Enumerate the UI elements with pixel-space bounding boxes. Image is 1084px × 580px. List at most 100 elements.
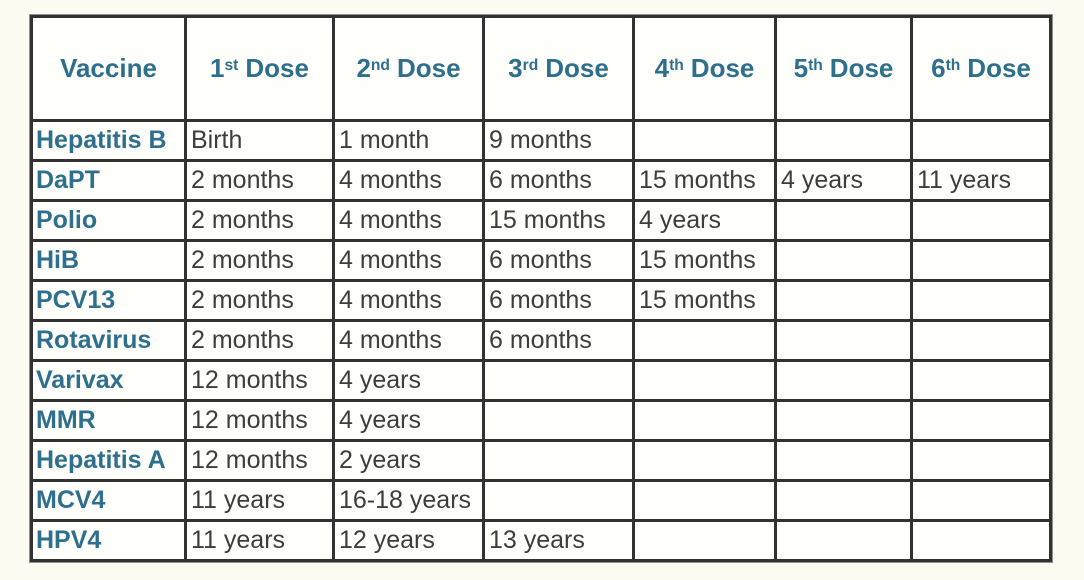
column-header-dose-2: 2nd Dose xyxy=(332,15,485,122)
column-header-label: Dose xyxy=(396,52,461,83)
dose-cell-6 xyxy=(910,239,1052,282)
dose-number: 5 xyxy=(793,52,809,83)
vaccine-name-cell: DaPT xyxy=(30,159,187,202)
vaccine-name-cell: Hepatitis A xyxy=(30,439,187,482)
dose-cell-1: 2 months xyxy=(184,199,335,242)
dose-cell-2: 2 years xyxy=(332,439,485,482)
dose-cell-2: 4 months xyxy=(332,239,485,282)
dose-cell-2: 4 months xyxy=(332,279,485,322)
table-row: Hepatitis B Birth 1 month 9 months xyxy=(30,119,1052,162)
dose-number: 2 xyxy=(356,52,371,83)
vaccine-name-cell: PCV13 xyxy=(30,279,187,322)
dose-cell-3: 15 months xyxy=(482,199,635,242)
dose-cell-4: 4 years xyxy=(632,199,777,242)
table-row: MCV4 11 years 16-18 years xyxy=(30,479,1052,522)
dose-cell-5 xyxy=(774,479,913,522)
vaccine-name-cell: HPV4 xyxy=(30,519,187,562)
column-header-dose-4: 4th Dose xyxy=(632,15,777,122)
dose-number: 6 xyxy=(931,52,946,83)
column-header-dose-6: 6th Dose xyxy=(910,15,1052,122)
dose-cell-6: 11 years xyxy=(910,159,1052,202)
dose-cell-6 xyxy=(910,199,1052,242)
dose-cell-3 xyxy=(482,359,635,402)
dose-cell-1: 11 years xyxy=(184,479,335,522)
column-header-dose-3: 3rd Dose xyxy=(482,15,635,122)
dose-cell-3 xyxy=(482,479,635,522)
dose-cell-4 xyxy=(632,359,777,402)
dose-cell-6 xyxy=(910,439,1052,482)
dose-cell-4 xyxy=(632,319,777,362)
ordinal-suffix: st xyxy=(224,56,239,74)
ordinal-suffix: nd xyxy=(370,56,390,74)
dose-cell-5 xyxy=(774,119,913,162)
dose-cell-2: 4 years xyxy=(332,399,485,442)
vaccine-name-cell: MMR xyxy=(30,399,187,442)
table-row: Varivax 12 months 4 years xyxy=(30,359,1052,402)
dose-cell-3: 13 years xyxy=(482,519,635,562)
dose-cell-3 xyxy=(482,439,635,482)
dose-cell-5: 4 years xyxy=(774,159,913,202)
dose-cell-2: 4 years xyxy=(332,359,485,402)
dose-cell-5 xyxy=(774,359,913,402)
dose-cell-4: 15 months xyxy=(632,279,777,322)
column-header-label: Vaccine xyxy=(60,52,157,83)
column-header-label: Dose xyxy=(690,52,755,83)
column-header-dose-1: 1st Dose xyxy=(184,15,335,122)
dose-cell-4 xyxy=(632,519,777,562)
dose-cell-1: 2 months xyxy=(184,279,335,322)
column-header-label: Dose xyxy=(829,52,894,83)
vaccine-name-cell: HiB xyxy=(30,239,187,282)
table-row: HiB 2 months 4 months 6 months 15 months xyxy=(30,239,1052,282)
table-row: Hepatitis A 12 months 2 years xyxy=(30,439,1052,482)
dose-number: 3 xyxy=(508,52,523,83)
dose-cell-1: 12 months xyxy=(184,359,335,402)
dose-cell-6 xyxy=(910,359,1052,402)
dose-cell-4: 15 months xyxy=(632,239,777,282)
dose-cell-4 xyxy=(632,479,777,522)
vaccine-name-cell: Polio xyxy=(30,199,187,242)
dose-cell-6 xyxy=(910,479,1052,522)
dose-cell-1: 2 months xyxy=(184,159,335,202)
dose-cell-2: 4 months xyxy=(332,159,485,202)
ordinal-suffix: th xyxy=(669,56,684,74)
vaccine-schedule-table: Vaccine 1st Dose 2nd Dose 3rd Dose 4th Dose … xyxy=(30,15,1052,562)
vaccine-name-cell: Varivax xyxy=(30,359,187,402)
dose-cell-1: 2 months xyxy=(184,319,335,362)
table-row: HPV4 11 years 12 years 13 years xyxy=(30,519,1052,562)
dose-cell-5 xyxy=(774,399,913,442)
column-header-label: Dose xyxy=(245,52,309,83)
dose-cell-6 xyxy=(910,399,1052,442)
table-row: Polio 2 months 4 months 15 months 4 years xyxy=(30,199,1052,242)
dose-cell-1: Birth xyxy=(184,119,335,162)
dose-cell-6 xyxy=(910,119,1052,162)
dose-cell-3: 9 months xyxy=(482,119,635,162)
dose-cell-6 xyxy=(910,279,1052,322)
table-row: Rotavirus 2 months 4 months 6 months xyxy=(30,319,1052,362)
vaccine-name-cell: MCV4 xyxy=(30,479,187,522)
vaccine-name-cell: Hepatitis B xyxy=(30,119,187,162)
ordinal-suffix: th xyxy=(945,56,961,74)
dose-cell-5 xyxy=(774,439,913,482)
dose-cell-2: 16-18 years xyxy=(332,479,485,522)
dose-cell-2: 4 months xyxy=(332,319,485,362)
vaccine-name-cell: Rotavirus xyxy=(30,319,187,362)
dose-cell-4 xyxy=(632,119,777,162)
ordinal-suffix: rd xyxy=(522,56,539,74)
dose-cell-5 xyxy=(774,319,913,362)
dose-cell-1: 2 months xyxy=(184,239,335,282)
dose-cell-1: 11 years xyxy=(184,519,335,562)
dose-cell-6 xyxy=(910,519,1052,562)
column-header-label: Dose xyxy=(967,52,1031,83)
dose-cell-5 xyxy=(774,279,913,322)
dose-cell-6 xyxy=(910,319,1052,362)
dose-number: 1 xyxy=(210,52,225,83)
table-row: DaPT 2 months 4 months 6 months 15 months 4 y… xyxy=(30,159,1052,202)
dose-cell-4 xyxy=(632,439,777,482)
dose-cell-5 xyxy=(774,519,913,562)
dose-cell-2: 1 month xyxy=(332,119,485,162)
dose-cell-3: 6 months xyxy=(482,239,635,282)
column-header-label: Dose xyxy=(545,52,609,83)
ordinal-suffix: th xyxy=(808,56,823,74)
dose-cell-5 xyxy=(774,199,913,242)
dose-number: 4 xyxy=(654,52,670,83)
